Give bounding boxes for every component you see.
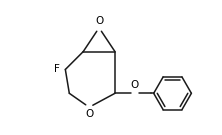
Text: O: O xyxy=(95,16,103,26)
Text: O: O xyxy=(131,80,139,90)
Text: O: O xyxy=(85,109,93,119)
Text: F: F xyxy=(54,65,60,75)
